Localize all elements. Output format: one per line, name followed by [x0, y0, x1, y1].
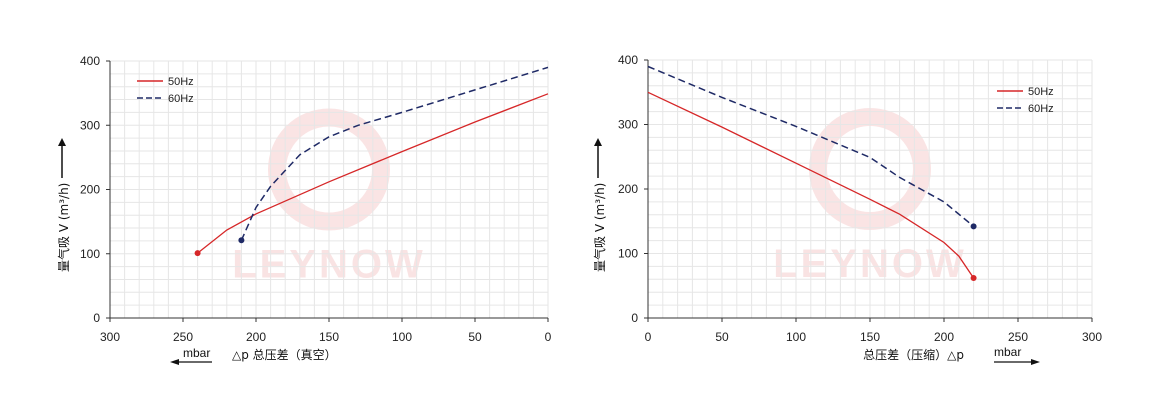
- y-axis-label: 量气吸 V (m³/h): [56, 183, 71, 272]
- x-axis-arrowhead: [170, 359, 179, 365]
- x-tick-label: 0: [645, 330, 652, 344]
- x-tick-label: 300: [1082, 330, 1102, 344]
- x-axis-unit: mbar: [994, 345, 1021, 359]
- x-axis-label: 总压差（压缩）△p: [863, 347, 964, 362]
- series-line-50hz: [197, 93, 549, 254]
- y-axis-arrowhead: [58, 138, 66, 146]
- y-tick-label: 300: [618, 118, 638, 132]
- x-tick-label: 0: [545, 330, 552, 344]
- y-axis-label: 量气吸 V (m³/h): [592, 183, 607, 272]
- x-tick-label: 200: [246, 330, 266, 344]
- y-tick-label: 0: [631, 311, 638, 325]
- x-axis-arrowhead: [1031, 359, 1040, 365]
- y-tick-label: 300: [80, 118, 100, 132]
- series-endpoint-60hz: [238, 237, 245, 244]
- x-tick-label: 200: [934, 330, 954, 344]
- x-axis-unit: mbar: [183, 346, 210, 360]
- y-tick-label: 200: [80, 183, 100, 197]
- series-line-60hz: [647, 65, 975, 227]
- x-tick-label: 100: [392, 330, 412, 344]
- legend-label-60hz: 60Hz: [1028, 103, 1054, 115]
- x-tick-label: 150: [860, 330, 880, 344]
- y-tick-label: 400: [80, 54, 100, 68]
- y-tick-label: 100: [618, 247, 638, 261]
- watermark-text: LEYNOW: [773, 242, 967, 286]
- x-tick-label: 100: [786, 330, 806, 344]
- y-tick-label: 400: [618, 53, 638, 67]
- x-tick-label: 150: [319, 330, 339, 344]
- x-tick-label: 250: [173, 330, 193, 344]
- series-line-50hz: [647, 91, 975, 279]
- x-tick-label: 300: [100, 330, 120, 344]
- series-endpoint-60hz: [970, 223, 977, 230]
- legend-label-50hz: 50Hz: [168, 76, 194, 88]
- chart-2: LEYNOW 0 50 100 150 200 250 300 0 100 200 300 400 量气吸…: [592, 53, 1102, 365]
- y-tick-label: 0: [93, 311, 100, 325]
- series-line-60hz: [240, 66, 549, 241]
- grid: [647, 59, 1093, 319]
- x-axis-label: △p 总压差（真空）: [232, 348, 337, 362]
- x-tick-label: 250: [1008, 330, 1028, 344]
- y-tick-label: 100: [80, 247, 100, 261]
- x-tick-label: 50: [468, 330, 482, 344]
- series-endpoint-50hz: [194, 250, 201, 257]
- y-axis-arrowhead: [594, 138, 602, 146]
- x-tick-label: 50: [715, 330, 729, 344]
- legend-label-50hz: 50Hz: [1028, 86, 1054, 98]
- series-endpoint-50hz: [970, 275, 977, 282]
- legend-label-60hz: 60Hz: [168, 93, 194, 105]
- y-tick-label: 200: [618, 182, 638, 196]
